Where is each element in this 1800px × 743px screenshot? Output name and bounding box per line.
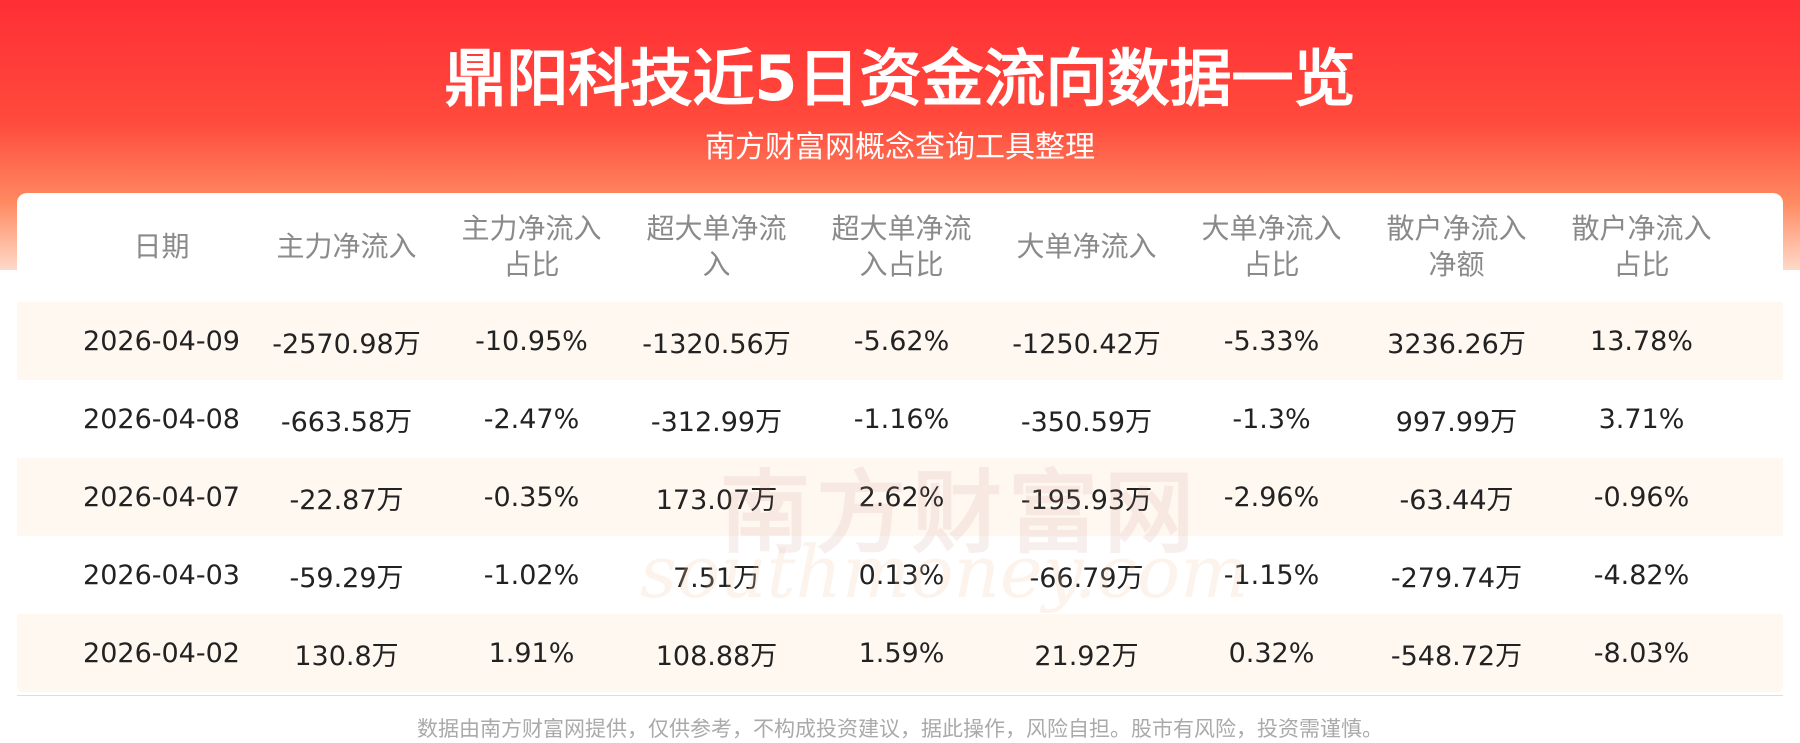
column-header-text: 超大单净流入占比 — [831, 211, 972, 281]
table-cell: -350.59万 — [1020, 406, 1153, 438]
table-cell: -5.33% — [1223, 325, 1320, 357]
table-cell: -2570.98万 — [272, 328, 421, 360]
table-cell: -66.79万 — [1029, 562, 1144, 594]
table-cell: 2026-04-08 — [83, 403, 240, 435]
title: 鼎阳科技近5日资金流向数据一览 — [444, 42, 1356, 115]
table-cell: 3236.26万 — [1387, 328, 1526, 360]
table-cell: -312.99万 — [650, 406, 783, 438]
table-cell: -548.72万 — [1390, 640, 1523, 672]
table-cell: -195.93万 — [1020, 484, 1153, 516]
table-cell: 130.8万 — [294, 640, 399, 672]
table-cell: 3.71% — [1598, 403, 1685, 435]
table-cell: 2026-04-07 — [83, 481, 240, 513]
table-cell: -0.96% — [1593, 481, 1690, 513]
table-cell: 13.78% — [1590, 325, 1693, 357]
table-cell: 21.92万 — [1034, 640, 1139, 672]
table-cell: 1.59% — [858, 637, 945, 669]
table-cell: -2.47% — [483, 403, 580, 435]
watermark: southmoney.com — [640, 530, 1249, 614]
table-cell: -1.3% — [1232, 403, 1311, 435]
column-header: 超大单净流入 — [624, 193, 809, 300]
table-cell: 108.88万 — [655, 640, 778, 672]
table-cell: 173.07万 — [655, 484, 778, 516]
data-row: 2026-04-02 130.8万 1.91% 108.88万 1.59% 21.92万 0… — [17, 614, 1783, 692]
table-cell: 997.99万 — [1395, 406, 1518, 438]
table: 日期 主力净流入 主力净流入占比 超大单净流入 超大单净流入占比 大单净流入 大单净流入占比… — [17, 193, 1783, 695]
subtitle: 南方财富网概念查询工具整理 — [705, 130, 1095, 165]
column-header: 主力净流入 — [254, 193, 439, 300]
table-cell: -5.62% — [853, 325, 950, 357]
column-header: 超大单净流入占比 — [809, 193, 994, 300]
column-header: 大单净流入占比 — [1179, 193, 1364, 300]
table-cell: -8.03% — [1593, 637, 1690, 669]
table-cell: -1.02% — [483, 559, 580, 591]
column-header-text: 大单净流入占比 — [1201, 211, 1342, 281]
table-cell: -2.96% — [1223, 481, 1320, 513]
table-cell: -59.29万 — [289, 562, 404, 594]
column-header-text: 主力净流入 — [276, 229, 417, 263]
header-row: 日期 主力净流入 主力净流入占比 超大单净流入 超大单净流入占比 大单净流入 大单净流入占比… — [17, 193, 1783, 300]
column-header-text: 主力净流入占比 — [461, 211, 602, 281]
table-cell: -1.15% — [1223, 559, 1320, 591]
table-cell: -10.95% — [475, 325, 588, 357]
table-cell: -1320.56万 — [642, 328, 791, 360]
table-cell: -1.16% — [853, 403, 950, 435]
column-header-text: 大单净流入 — [1016, 229, 1157, 263]
table-cell: -4.82% — [1593, 559, 1690, 591]
table-cell: 1.91% — [488, 637, 575, 669]
table-cell: 2026-04-02 — [83, 637, 240, 669]
data-row: 2026-04-08 -663.58万 -2.47% -312.99万 -1.16% -3… — [17, 380, 1783, 458]
column-header-text: 超大单净流入 — [646, 211, 787, 281]
data-row: 2026-04-03 -59.29万 -1.02% 7.51万 0.13% -66.79万… — [17, 536, 1783, 614]
column-header-text: 日期 — [133, 229, 190, 263]
column-header: 主力净流入占比 — [439, 193, 624, 300]
column-header: 大单净流入 — [994, 193, 1179, 300]
data-row: 2026-04-07 -22.87万 -0.35% 173.07万 2.62% -195.… — [17, 458, 1783, 536]
table-cell: -279.74万 — [1390, 562, 1523, 594]
table-cell: -22.87万 — [289, 484, 404, 516]
column-header-text: 散户净流入净额 — [1386, 211, 1527, 281]
column-header: 散户净流入净额 — [1364, 193, 1549, 300]
table-cell: 7.51万 — [672, 562, 761, 594]
watermark: 南方财富网 — [720, 461, 1200, 566]
divider — [17, 695, 1783, 696]
data-row: 2026-04-09 -2570.98万 -10.95% -1320.56万 -5.62… — [17, 302, 1783, 380]
column-header-text: 散户净流入占比 — [1571, 211, 1712, 281]
disclaimer: 数据由南方财富网提供，仅供参考，不构成投资建议，据此操作，风险自担。股市有风险，… — [417, 717, 1383, 741]
table-cell: 0.32% — [1228, 637, 1315, 669]
table-cell: 2026-04-09 — [83, 325, 240, 357]
table-cell: -1250.42万 — [1012, 328, 1161, 360]
table-cell: -63.44万 — [1399, 484, 1514, 516]
table-cell: 0.13% — [858, 559, 945, 591]
table-cell: -663.58万 — [280, 406, 413, 438]
table-cell: -0.35% — [483, 481, 580, 513]
table-cell: 2.62% — [858, 481, 945, 513]
table-cell: 2026-04-03 — [83, 559, 240, 591]
column-header: 日期 — [69, 193, 254, 300]
column-header: 散户净流入占比 — [1549, 193, 1734, 300]
